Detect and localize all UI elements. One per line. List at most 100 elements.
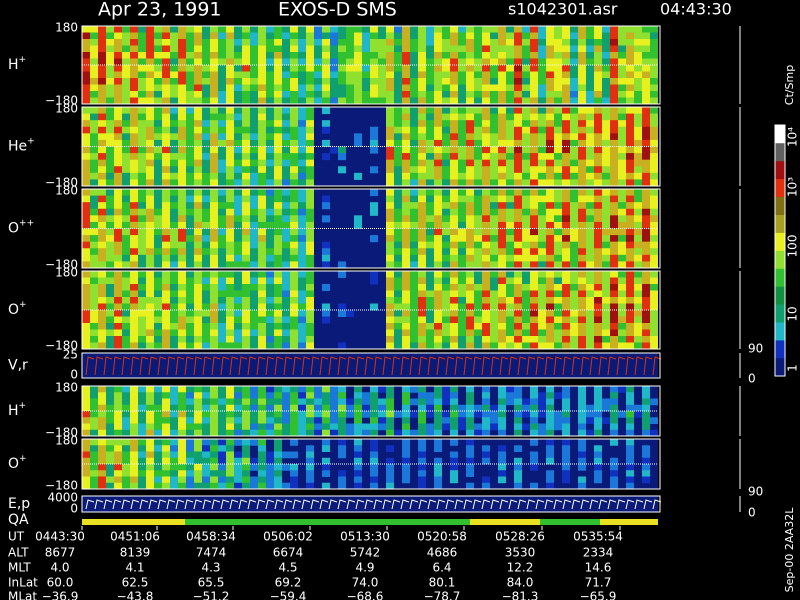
spectrogram-cell [546,26,554,33]
spectrogram-cell [554,166,562,174]
spectrogram-cell [410,316,418,324]
spectrogram-cell [218,254,226,262]
spectrogram-cell [274,271,282,278]
spectrogram-cell [650,65,658,72]
spectrogram-cell [458,146,466,154]
spectrogram-cell [178,215,186,223]
spectrogram-cell [426,126,434,134]
spectrogram-cell [226,248,234,256]
spectrogram-cell [226,470,234,477]
ephemeris-name: UT [8,530,25,544]
spectrogram-cell [114,133,122,141]
spectrogram-cell [402,241,410,249]
spectrogram-cell [106,65,114,72]
spectrogram-cell [314,26,322,33]
spectrogram-cell [130,45,138,53]
spectrogram-cell [578,417,586,424]
spectrogram-cell [162,439,170,446]
spectrogram-cell [194,133,202,141]
spectrogram-cell [474,189,482,197]
spectrogram-cell [170,303,178,311]
spectrogram-cell [242,261,250,269]
spectrogram-cell [146,235,154,243]
spectrogram-cell [82,221,90,229]
spectrogram-cell [186,248,194,256]
spectrogram-cell [258,464,266,471]
spectrogram-cell [202,261,210,269]
spectrogram-cell [498,411,506,418]
spectrogram-cell [594,303,602,311]
spectrogram-cell [146,445,154,452]
spectrogram-cell [98,107,106,115]
spectrogram-cell [306,464,314,471]
spectrogram-cell [266,235,274,243]
spectrogram-cell [362,404,370,412]
spectrogram-cell [114,290,122,298]
spectrogram-cell [458,248,466,256]
spectrogram-cell [498,261,506,269]
spectrogram-cell [274,277,282,285]
spectrogram-cell [114,126,122,134]
spectrogram-cell [146,470,154,477]
spectrogram-cell [514,261,522,269]
spectrogram-cell [138,91,146,98]
spectrogram-cell [298,71,306,79]
spectrogram-cell [162,277,170,285]
spectrogram-cell [434,189,442,197]
spectrogram-cell [650,202,658,210]
spectrogram-cell [410,126,418,134]
spectrogram-cell [474,423,482,431]
spectrogram-cell [586,113,594,121]
spectrogram-cell [386,153,394,161]
spectrogram-cell [290,271,298,278]
spectrogram-cell [554,303,562,311]
spectrogram-cell [282,323,290,330]
spectrogram-cell [538,329,546,337]
spectrogram-cell [490,172,498,180]
spectrogram-cell [114,417,122,424]
spectrogram-cell [138,277,146,285]
spectrogram-cell [234,146,242,154]
spectrogram-cell [194,342,202,350]
spectrogram-cell [210,329,218,337]
spectrogram-cell [322,241,330,249]
spectrogram-cell [226,417,234,424]
spectrogram-cell [250,323,258,330]
spectrogram-cell [346,78,354,85]
spectrogram-cell [594,133,602,141]
spectrogram-cell [562,166,570,174]
spectrogram-cell [410,166,418,174]
spectrogram-cell [170,297,178,304]
spectrogram-cell [202,241,210,249]
spectrogram-cell [458,342,466,350]
spectrogram-cell [554,423,562,431]
spectrogram-cell [450,329,458,337]
spectrogram-cell [186,423,194,431]
spectrogram-cell [234,290,242,298]
spectrogram-cell [250,261,258,269]
spectrogram-cell [418,97,426,105]
spectrogram-cell [546,297,554,304]
spectrogram-cell [554,159,562,167]
spectrogram-cell [650,303,658,311]
spectrogram-cell [354,429,362,437]
spectrogram-cell [242,336,250,343]
spectrogram-cell [106,153,114,161]
spectrogram-cell [242,241,250,249]
spectrogram-cell [258,476,266,484]
spectrogram-cell [138,208,146,216]
spectrogram-cell [530,323,538,330]
spectrogram-cell [306,45,314,53]
spectrogram-cell [226,113,234,121]
spectrogram-cell [618,166,626,174]
spectrogram-cell [458,310,466,317]
spectrogram-cell [274,404,282,412]
spectrogram-cell [146,215,154,223]
spectrogram-cell [578,241,586,249]
spectrogram-cell [514,39,522,46]
spectrogram-cell [578,139,586,147]
spectrogram-cell [298,202,306,210]
spectrogram-cell [250,159,258,167]
spectrogram-cell [146,303,154,311]
spectrogram-cell [474,139,482,147]
